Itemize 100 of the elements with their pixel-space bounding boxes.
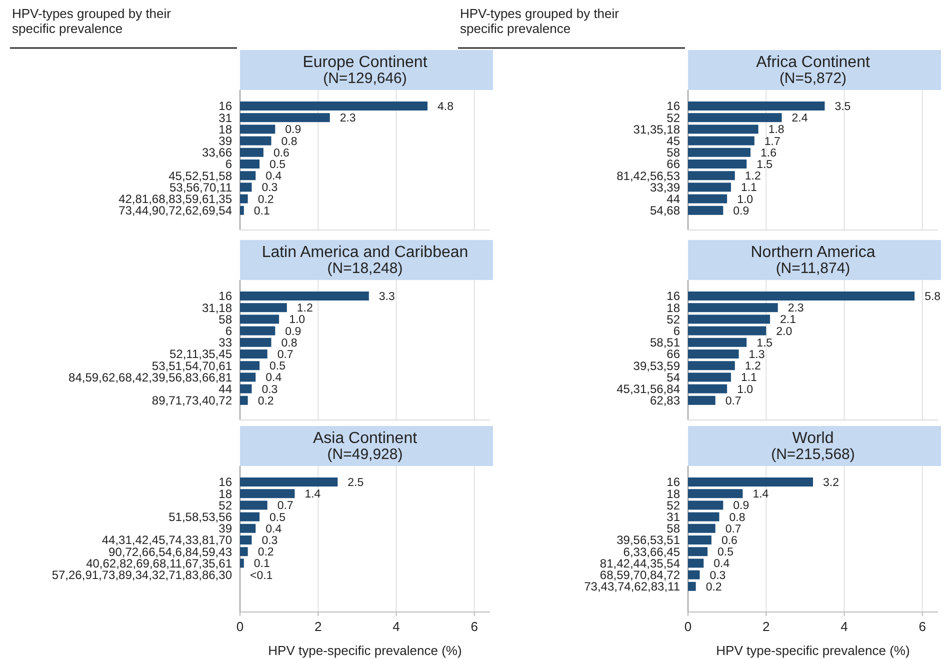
y-tick-label: 16 xyxy=(218,289,232,304)
y-tick-label: 33 xyxy=(218,336,232,350)
y-tick-label: 31 xyxy=(218,110,232,125)
y-tick-label: 89,71,73,40,72 xyxy=(152,394,232,408)
bar xyxy=(240,558,244,568)
chart-title: Northern America xyxy=(750,244,876,261)
y-tick-label: 84,59,62,68,42,39,56,83,66,81 xyxy=(68,370,232,384)
bar xyxy=(688,206,724,215)
data-label: 1.8 xyxy=(768,124,784,136)
y-tick-label: 66 xyxy=(666,157,680,172)
y-tick-label: 31,35,18 xyxy=(633,122,680,136)
data-label: 1.3 xyxy=(748,349,765,362)
bar xyxy=(240,160,260,168)
data-label: 1.6 xyxy=(760,147,776,160)
bar xyxy=(688,314,770,324)
y-tick-label: 16 xyxy=(666,475,680,490)
data-label: 2.1 xyxy=(780,314,796,326)
data-label: 0.3 xyxy=(710,570,726,582)
bar xyxy=(688,489,743,498)
bar xyxy=(240,182,252,192)
y-tick-label: 18 xyxy=(666,300,680,315)
data-label: 0.9 xyxy=(733,205,750,218)
bar xyxy=(240,303,287,312)
y-tick-label: 54 xyxy=(666,370,680,384)
data-label: 1.0 xyxy=(737,384,754,396)
bar xyxy=(688,350,739,358)
y-tick-label: 44,31,42,45,74,33,81,70 xyxy=(102,533,232,548)
data-label: 0.4 xyxy=(266,523,282,536)
chart-subtitle: (N=5,872) xyxy=(779,70,847,87)
bar xyxy=(688,136,754,146)
y-tick-label: 45,52,51,58 xyxy=(168,168,232,183)
chart-subtitle: (N=11,874) xyxy=(776,260,850,277)
y-tick-label: 44 xyxy=(666,192,680,206)
bar xyxy=(240,396,248,405)
bar xyxy=(688,148,750,157)
chart-title: World xyxy=(792,430,834,447)
data-label: 0.1 xyxy=(254,558,270,570)
chart-subtitle: (N=49,928) xyxy=(327,446,403,463)
x-axis-title: HPV type-specific prevalence (%) xyxy=(268,643,462,658)
bar xyxy=(240,338,272,347)
data-label: 0.2 xyxy=(706,581,722,594)
bar xyxy=(688,547,708,556)
bar xyxy=(688,113,782,122)
y-axis-title: HPV-types grouped by their specific prevalence xyxy=(460,6,620,36)
y-tick-label: 53,56,70,11 xyxy=(169,180,232,194)
data-label: 1.4 xyxy=(304,488,322,501)
data-label: 5.8 xyxy=(924,291,941,304)
y-tick-label: 62,83 xyxy=(650,394,680,408)
bar xyxy=(688,292,915,300)
data-label: 0.2 xyxy=(258,546,274,559)
y-tick-label: 16 xyxy=(218,99,232,114)
bar xyxy=(688,194,728,204)
data-label: 1.5 xyxy=(756,337,773,350)
data-label: 3.2 xyxy=(823,477,839,490)
y-tick-label: 58 xyxy=(666,522,680,536)
data-label: 0.1 xyxy=(254,205,270,218)
y-tick-label: 18 xyxy=(218,122,232,136)
data-label: 1.2 xyxy=(744,360,761,373)
bar xyxy=(240,361,260,370)
y-tick-label: 52 xyxy=(666,312,680,326)
x-tick-label: 2 xyxy=(314,619,322,634)
bar xyxy=(688,582,696,591)
bar xyxy=(688,558,704,568)
x-tick-label: 4 xyxy=(392,619,400,634)
bar xyxy=(240,124,276,134)
bar xyxy=(688,536,712,544)
bar xyxy=(688,524,716,533)
data-label: 2.5 xyxy=(348,477,364,490)
y-tick-label: 18 xyxy=(666,486,680,501)
bar xyxy=(240,489,295,498)
bar xyxy=(688,182,731,192)
data-label: 1.0 xyxy=(289,314,306,326)
y-tick-label: 52 xyxy=(666,498,680,512)
data-label: 0.8 xyxy=(729,512,746,524)
data-label: 0.9 xyxy=(733,500,750,512)
bar xyxy=(688,570,700,580)
data-label: 0.6 xyxy=(273,147,290,160)
data-label: 0.3 xyxy=(262,535,278,548)
bar xyxy=(688,326,766,336)
y-tick-label: 52,11,35,45 xyxy=(169,347,232,362)
y-tick-label: 40,62,82,69,68,11,67,35,61 xyxy=(86,556,232,570)
data-label: 1.2 xyxy=(296,302,313,315)
bar xyxy=(688,372,731,382)
y-tick-label: 6 xyxy=(225,157,232,172)
bar xyxy=(240,171,256,180)
bar xyxy=(688,384,728,394)
bar xyxy=(240,478,338,486)
y-tick-label: 31,18 xyxy=(202,300,232,315)
bar xyxy=(688,160,747,168)
bar xyxy=(240,536,252,544)
bar xyxy=(688,512,720,522)
data-label: 0.7 xyxy=(725,395,742,408)
y-tick-label: 51,58,53,56 xyxy=(168,510,232,524)
y-tick-label: 54,68 xyxy=(650,204,680,218)
data-label: 4.8 xyxy=(438,101,454,114)
bar xyxy=(688,338,747,347)
data-label: 0.2 xyxy=(258,395,274,408)
bar xyxy=(240,148,264,157)
y-tick-label: 16 xyxy=(666,289,680,304)
data-label: 0.8 xyxy=(281,136,298,148)
